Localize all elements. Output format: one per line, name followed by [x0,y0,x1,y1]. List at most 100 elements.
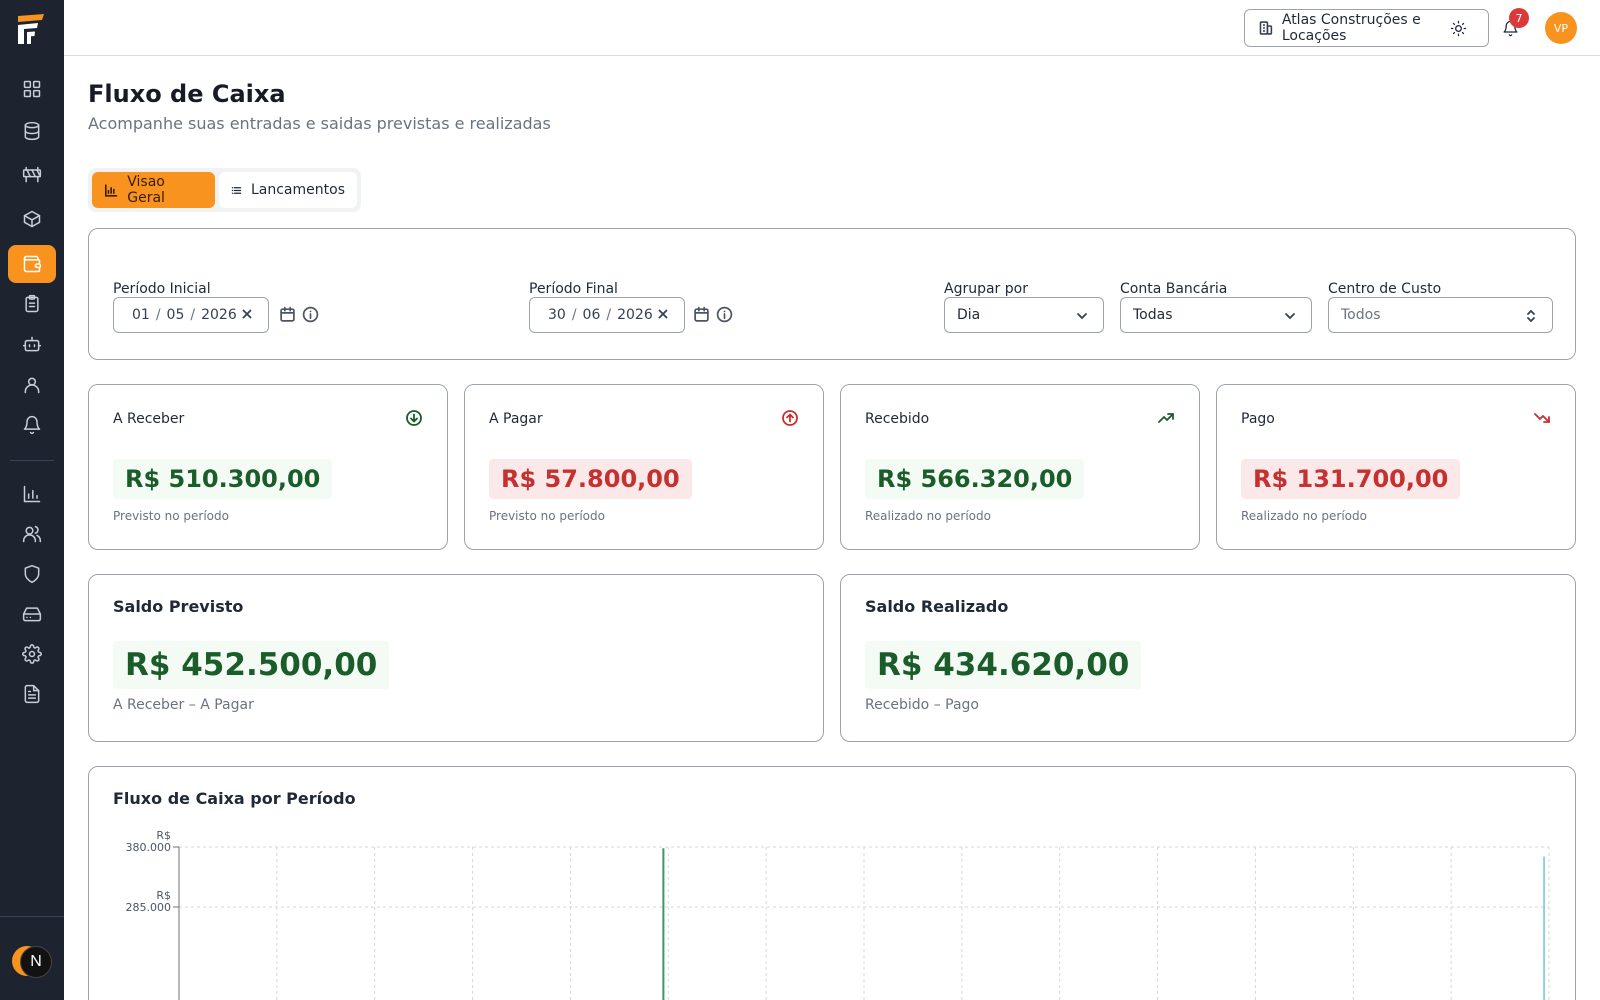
sidebar-item-shield[interactable] [8,555,56,593]
end-date-label: Período Final [529,281,618,297]
arrow-up-circle-icon [782,410,798,426]
stat-card-recebido: Recebido R$ 566.320,00 Realizado no perí… [840,384,1200,550]
y-tick-prefix: R$ [156,829,171,842]
user-icon [24,377,40,394]
filters-card: Período Inicial 01/ 05/ 2026 Período Fin… [88,228,1576,360]
stat-footnote: Previsto no período [489,509,605,523]
bank-account-select[interactable]: Todas [1120,297,1312,333]
stat-footnote: Previsto no período [113,509,229,523]
sidebar-item-robot[interactable] [8,325,56,363]
tab-visao-geral[interactable]: Visao Geral [92,172,215,208]
sidebar-item-chart[interactable] [8,475,56,513]
info-icon[interactable] [302,306,319,323]
sidebar-item-clipboard[interactable] [8,285,56,323]
end-month: 06 [582,307,601,323]
trending-down-icon [1534,413,1550,423]
end-day: 30 [548,307,566,323]
y-tick-label: 285.000 [126,901,172,914]
end-date-input[interactable]: 30/ 06/ 2026 [529,297,685,333]
sidebar-item-dashboard[interactable] [8,70,56,108]
view-tabs: Visao Geral Lancamentos [88,168,361,212]
balance-value: R$ 452.500,00 [113,641,390,689]
bell-icon [23,415,41,435]
app-logo[interactable] [16,12,48,46]
box-icon [23,210,41,228]
stat-value: R$ 131.700,00 [1241,459,1461,499]
chevron-down-icon [1285,313,1295,319]
end-year: 2026 [617,307,653,323]
stat-value: R$ 57.800,00 [489,459,692,499]
group-by-select[interactable]: Dia [944,297,1104,333]
tab-lancamentos[interactable]: Lancamentos [219,172,357,208]
info-icon[interactable] [716,306,733,323]
sidebar-item-gear[interactable] [8,635,56,673]
stat-card-pago: Pago R$ 131.700,00 Realizado no período [1216,384,1576,550]
sidebar-divider [10,460,54,461]
stat-footnote: Realizado no período [865,509,991,523]
sidebar-user-menu[interactable]: N [12,944,52,980]
saldo-previsto-card: Saldo Previsto R$ 452.500,00 A Receber –… [88,574,824,742]
sidebar-item-users[interactable] [8,515,56,553]
sidebar-bottom-divider [0,916,64,917]
balance-formula: A Receber – A Pagar [113,697,254,713]
theme-toggle-button[interactable] [1446,16,1470,40]
clear-icon[interactable] [240,307,254,321]
chart-icon [23,485,41,503]
sun-icon [1450,20,1466,36]
robot-icon [22,336,42,352]
start-date-label: Período Inicial [113,281,211,297]
cost-center-select[interactable]: Todos [1328,297,1553,333]
user-avatar[interactable]: VP [1545,12,1577,44]
stat-label: A Receber [113,411,185,427]
bar-chart-icon [104,183,118,197]
calendar-icon[interactable] [693,306,710,323]
notification-count-badge: 7 [1509,8,1529,28]
sidebar: N [0,0,64,1000]
chevron-up-down-icon [1527,310,1535,322]
calendar-icon[interactable] [279,306,296,323]
y-tick-label: 380.000 [126,841,172,854]
sidebar-item-box[interactable] [8,200,56,238]
sidebar-item-wallet[interactable] [8,245,56,283]
bank-account-value: Todas [1133,307,1173,323]
stat-value: R$ 510.300,00 [113,459,333,499]
clear-icon[interactable] [656,307,670,321]
stat-label: A Pagar [489,411,543,427]
list-icon [231,186,242,194]
sidebar-item-database[interactable] [8,112,56,150]
group-by-label: Agrupar por [944,281,1028,297]
sidebar-item-user[interactable] [8,366,56,404]
balance-label: Saldo Previsto [113,597,244,616]
tab-label: Lancamentos [250,182,345,198]
cost-center-value: Todos [1341,307,1381,323]
building-icon [1259,21,1273,35]
clipboard-icon [25,294,39,313]
start-day: 01 [132,307,150,323]
company-name: Atlas Construções e Locações [1281,12,1421,44]
barrier-icon [22,166,42,183]
y-tick-prefix: R$ [156,889,171,902]
group-by-value: Dia [957,307,981,323]
cashflow-chart-card: Fluxo de Caixa por Período R$ 380.000 R$ 28… [88,766,1576,1000]
balance-label: Saldo Realizado [865,597,1009,616]
stat-value: R$ 566.320,00 [865,459,1085,499]
sidebar-item-document[interactable] [8,675,56,713]
tab-label: Visao Geral [127,174,165,206]
sidebar-item-barrier[interactable] [8,156,56,194]
sidebar-item-bell[interactable] [8,406,56,444]
bank-account-label: Conta Bancária [1120,281,1228,297]
stat-card-a-receber: A Receber R$ 510.300,00 Previsto no perí… [88,384,448,550]
shield-icon [24,564,40,584]
stat-footnote: Realizado no período [1241,509,1367,523]
start-year: 2026 [201,307,237,323]
gear-icon [22,644,42,664]
page-subtitle: Acompanhe suas entradas e saidas previst… [88,114,551,133]
balance-formula: Recebido – Pago [865,697,979,713]
company-selector-button[interactable]: Atlas Construções e Locações [1244,9,1489,47]
document-icon [24,684,40,704]
start-date-input[interactable]: 01/ 05/ 2026 [113,297,269,333]
saldo-realizado-card: Saldo Realizado R$ 434.620,00 Recebido –… [840,574,1576,742]
wallet-icon [23,255,42,273]
sidebar-item-storage[interactable] [8,595,56,633]
